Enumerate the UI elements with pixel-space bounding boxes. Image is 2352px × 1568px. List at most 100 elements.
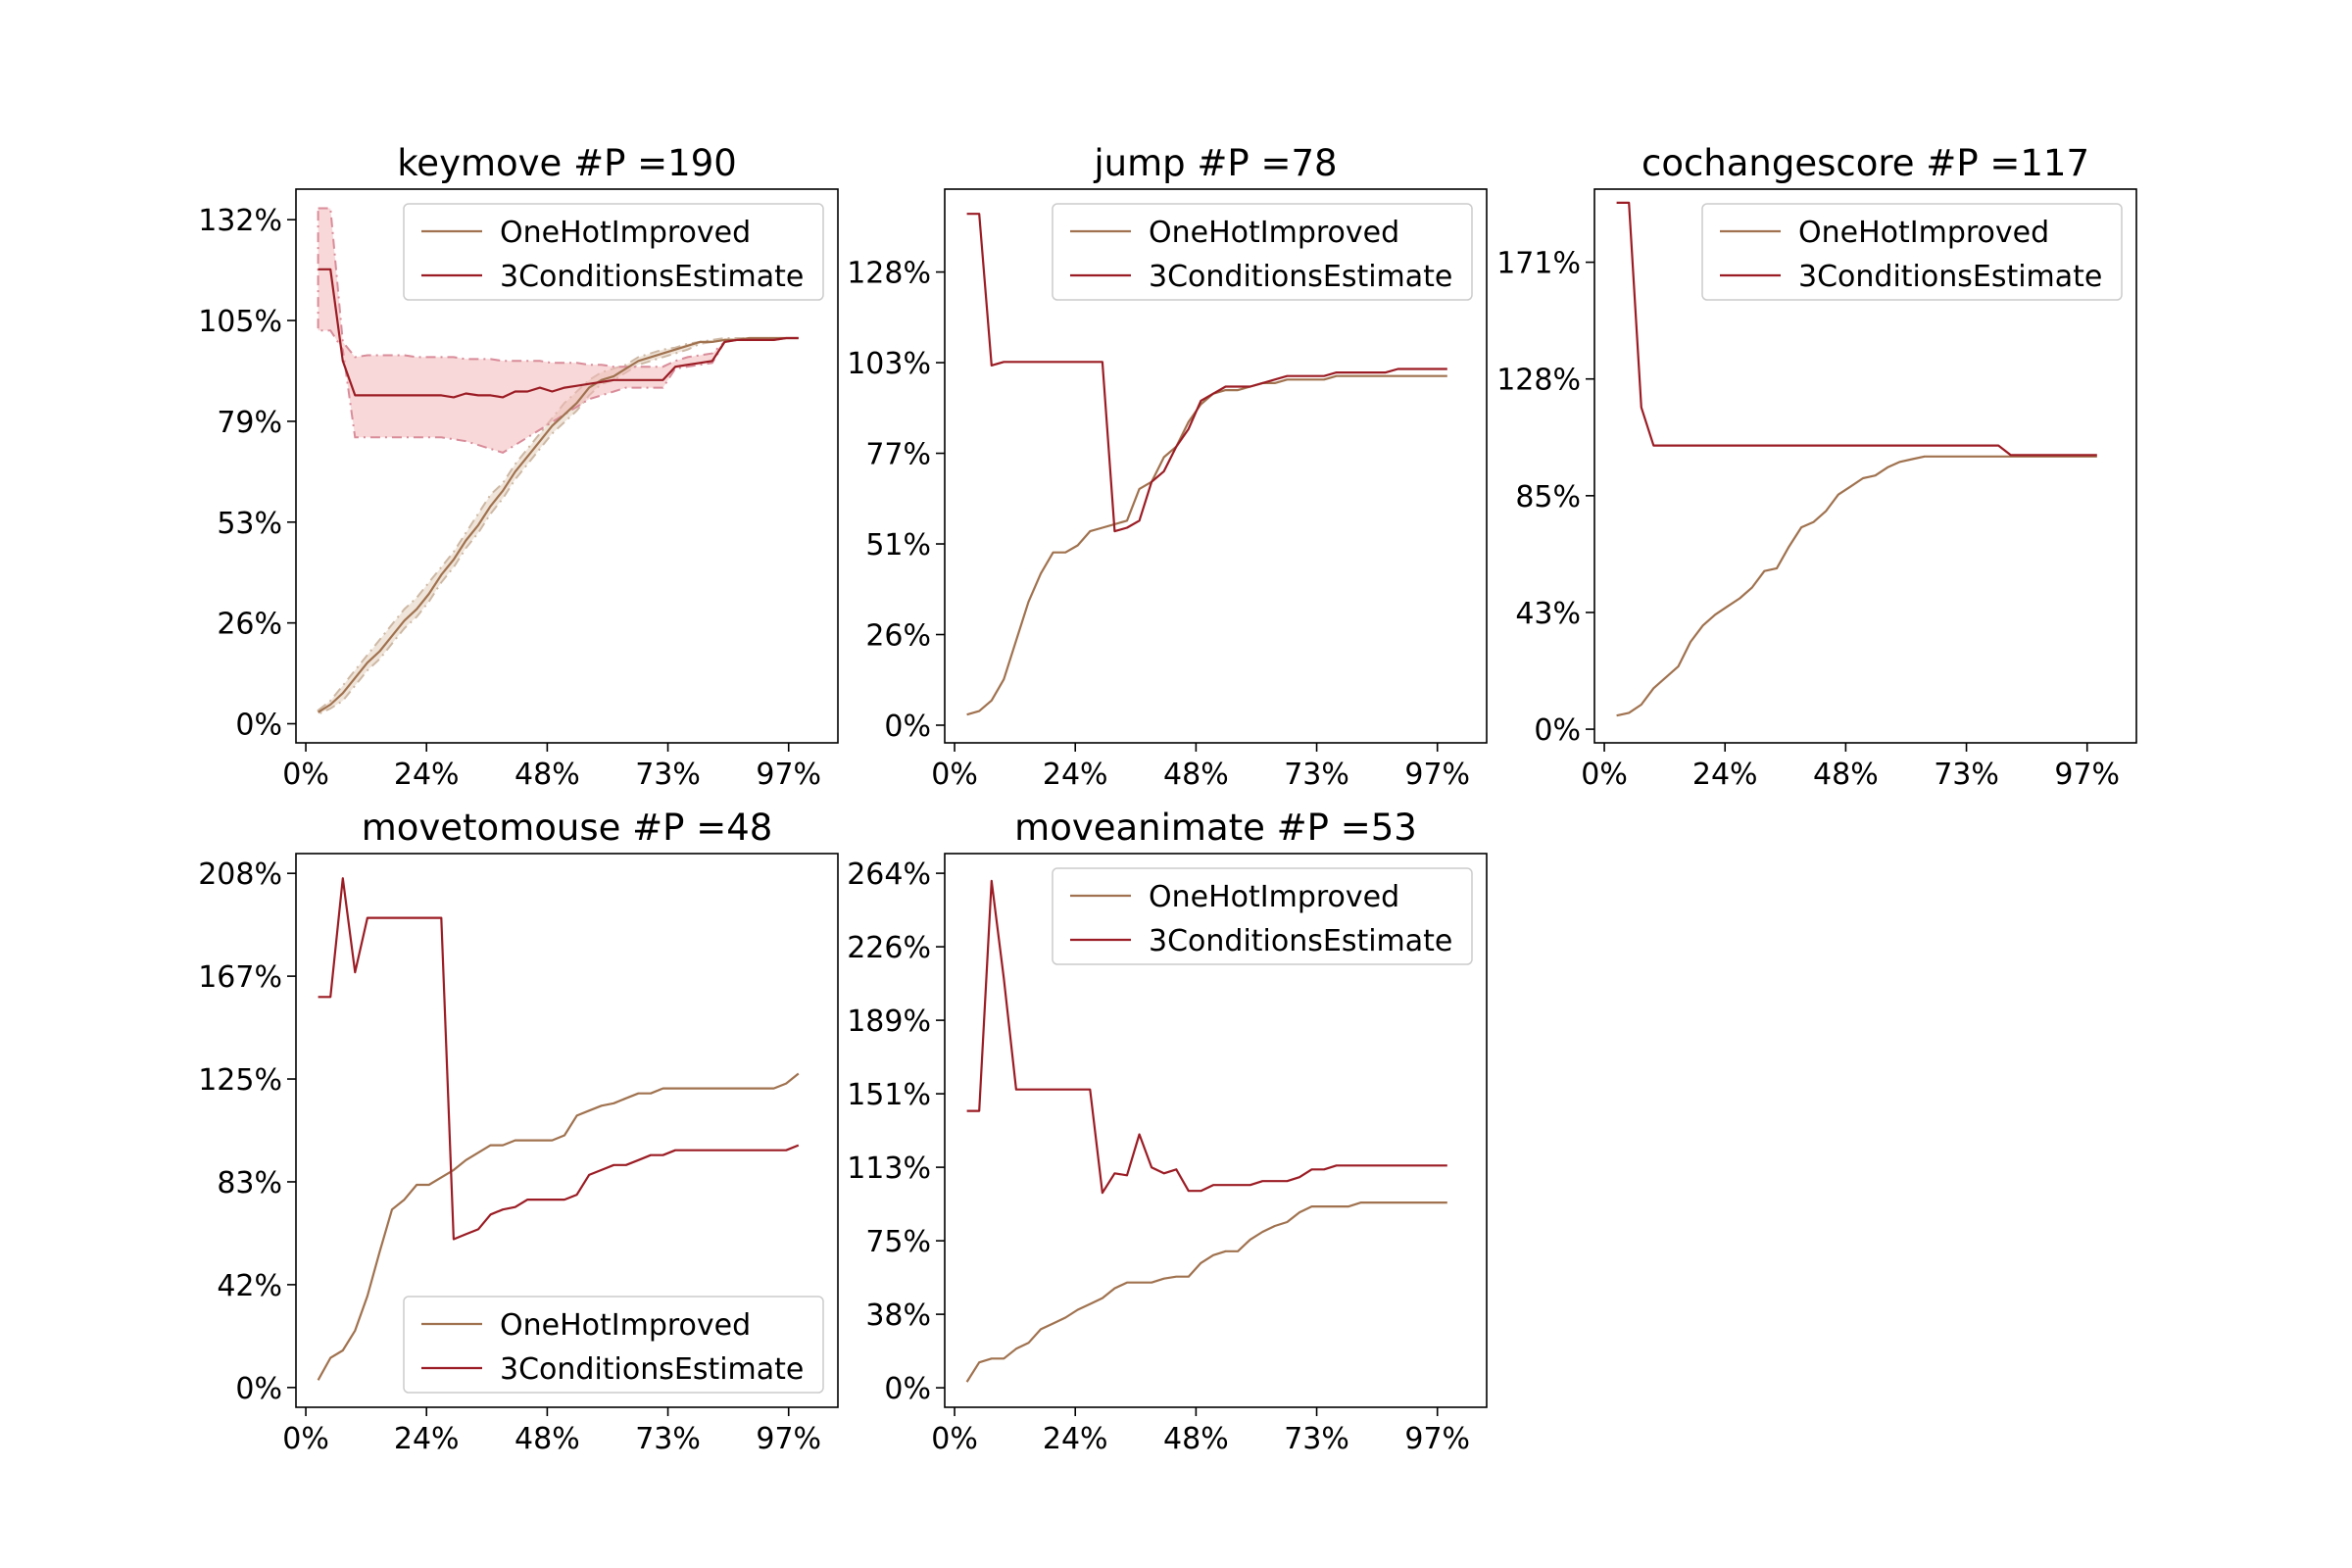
x-tick-label: 48% <box>514 1422 580 1456</box>
series-line-3conditionsestimate <box>966 213 1447 533</box>
legend-box <box>1052 203 1473 301</box>
y-tick-label: 128% <box>847 257 931 291</box>
x-tick-label: 73% <box>635 758 701 792</box>
y-tick-label: 26% <box>217 608 282 642</box>
x-tick-label: 48% <box>1163 758 1229 792</box>
axes-frame <box>1593 188 2137 744</box>
x-tick-label: 24% <box>1043 758 1108 792</box>
x-tick-label: 0% <box>282 1422 329 1456</box>
x-tick-label: 24% <box>394 1422 460 1456</box>
x-tick-label: 97% <box>756 1422 821 1456</box>
legend-entry: 3ConditionsEstimate <box>500 260 804 294</box>
series-line-3conditionsestimate <box>318 268 799 399</box>
series-line-3conditionsestimate <box>1616 201 2097 457</box>
legend-box <box>403 203 824 301</box>
y-tick-label: 51% <box>865 528 931 563</box>
y-tick-label: 0% <box>235 1372 282 1406</box>
x-tick-label: 97% <box>1404 758 1470 792</box>
legend-entry: OneHotImproved <box>1149 216 1399 250</box>
y-tick-label: 128% <box>1496 364 1581 398</box>
series-line-3conditionsestimate <box>966 879 1447 1195</box>
series-line-onehotimproved <box>1616 455 2097 717</box>
x-tick-label: 0% <box>931 1422 978 1456</box>
y-tick-label: 79% <box>217 406 282 440</box>
y-tick-label: 38% <box>865 1298 931 1333</box>
y-tick-label: 26% <box>865 619 931 654</box>
x-tick-label: 97% <box>756 758 821 792</box>
legend-box <box>1701 203 2123 301</box>
axes-frame <box>295 853 839 1408</box>
legend-entry: 3ConditionsEstimate <box>1798 260 2102 294</box>
y-tick-label: 113% <box>847 1152 931 1186</box>
y-tick-label: 0% <box>884 710 931 744</box>
x-tick-label: 73% <box>1284 1422 1349 1456</box>
y-tick-label: 171% <box>1496 247 1581 281</box>
y-tick-label: 0% <box>1534 713 1581 748</box>
legend: OneHotImproved 3ConditionsEstimate <box>403 1296 824 1394</box>
legend-entry: 3ConditionsEstimate <box>1149 260 1452 294</box>
series-line-onehotimproved <box>965 1200 1447 1383</box>
x-tick-label: 48% <box>1813 758 1879 792</box>
legend: OneHotImproved 3ConditionsEstimate <box>1701 203 2123 301</box>
legend-entry: OneHotImproved <box>500 216 751 250</box>
legend: OneHotImproved 3ConditionsEstimate <box>403 203 824 301</box>
legend-entry: 3ConditionsEstimate <box>500 1352 804 1387</box>
chart-4: moveanimate #P =53 0% 24% 48% 73% 97% 0% 38% 75%… <box>847 807 1488 1456</box>
y-tick-label: 105% <box>198 305 282 339</box>
x-tick-label: 97% <box>2054 758 2120 792</box>
chart-title: jump #P =78 <box>1093 142 1337 184</box>
y-tick-label: 167% <box>198 960 282 995</box>
series-line-onehotimproved <box>317 1072 800 1381</box>
x-tick-label: 24% <box>394 758 460 792</box>
y-tick-label: 125% <box>198 1063 282 1098</box>
y-tick-label: 132% <box>198 204 282 238</box>
y-tick-label: 103% <box>847 347 931 381</box>
y-tick-label: 0% <box>884 1372 931 1406</box>
x-tick-label: 48% <box>1163 1422 1229 1456</box>
legend-entry: OneHotImproved <box>1798 216 2049 250</box>
y-tick-label: 75% <box>865 1225 931 1259</box>
x-tick-label: 73% <box>635 1422 701 1456</box>
y-tick-label: 42% <box>217 1269 282 1303</box>
x-tick-label: 73% <box>1934 758 1999 792</box>
chart-title: moveanimate #P =53 <box>1014 807 1417 849</box>
axes-frame <box>295 188 839 744</box>
legend: OneHotImproved 3ConditionsEstimate <box>1052 203 1473 301</box>
x-tick-label: 24% <box>1692 758 1758 792</box>
x-tick-label: 0% <box>1581 758 1628 792</box>
series-line-3conditionsestimate <box>318 877 800 1241</box>
y-tick-label: 0% <box>235 709 282 743</box>
y-tick-label: 189% <box>847 1004 931 1039</box>
axes-frame <box>944 853 1488 1408</box>
y-tick-label: 264% <box>847 858 931 892</box>
legend-entry: 3ConditionsEstimate <box>1149 924 1452 958</box>
legend-entry: OneHotImproved <box>1149 880 1399 914</box>
legend-box <box>1052 867 1473 965</box>
legend: OneHotImproved 3ConditionsEstimate <box>1052 867 1473 965</box>
y-tick-label: 77% <box>865 438 931 472</box>
legend-box <box>403 1296 824 1394</box>
chart-0: keymove #P =190 0% 24% 48% 73% 97% 0% 26% 53% 79%… <box>198 142 839 792</box>
x-tick-label: 97% <box>1404 1422 1470 1456</box>
y-tick-label: 226% <box>847 931 931 965</box>
series-line-onehotimproved <box>318 336 799 713</box>
axes-frame <box>944 188 1488 744</box>
x-tick-label: 0% <box>282 758 329 792</box>
y-tick-label: 83% <box>217 1166 282 1200</box>
legend-entry: OneHotImproved <box>500 1308 751 1343</box>
y-tick-label: 208% <box>198 858 282 892</box>
chart-1: jump #P =78 0% 24% 48% 73% 97% 0% 26% 51% 77% 103%… <box>847 142 1488 792</box>
series-line-onehotimproved <box>966 374 1447 716</box>
y-tick-label: 53% <box>217 507 282 541</box>
x-tick-label: 73% <box>1284 758 1349 792</box>
chart-title: movetomouse #P =48 <box>362 807 773 849</box>
x-tick-label: 48% <box>514 758 580 792</box>
y-tick-label: 43% <box>1515 597 1581 631</box>
y-tick-label: 151% <box>847 1078 931 1112</box>
x-tick-label: 24% <box>1043 1422 1108 1456</box>
x-tick-label: 0% <box>931 758 978 792</box>
chart-2: cochangescore #P =117 0% 24% 48% 73% 97% 0% 43%… <box>1496 142 2137 792</box>
y-tick-label: 85% <box>1515 480 1581 514</box>
chart-title: cochangescore #P =117 <box>1642 142 2089 184</box>
